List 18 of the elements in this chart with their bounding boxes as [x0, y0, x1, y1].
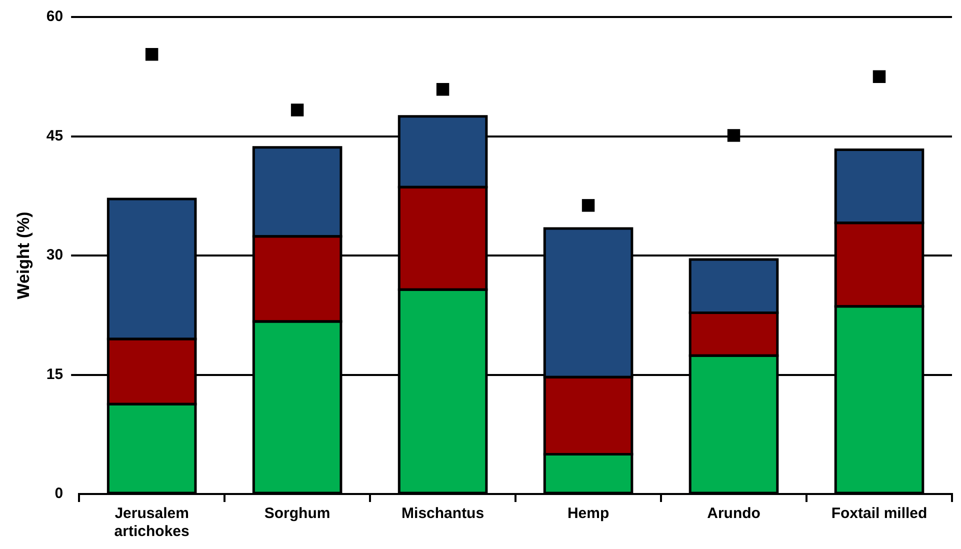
- x-tick-label: Arundo: [707, 505, 760, 522]
- y-tick-label: 30: [46, 246, 64, 264]
- x-tick-label: Hemp: [567, 505, 610, 522]
- point: [145, 48, 158, 61]
- x-tick-label: Sorghum: [264, 505, 330, 522]
- y-tick-label: 0: [54, 485, 64, 502]
- y-tick-label: 15: [46, 366, 64, 383]
- point: [727, 129, 740, 142]
- y-axis-title: Weight (%): [14, 212, 33, 300]
- x-tick-label: Jerusalem artichokes: [114, 505, 190, 540]
- y-tick-label: 60: [46, 8, 64, 26]
- point: [436, 82, 450, 96]
- point: [582, 199, 595, 212]
- point: [872, 70, 886, 83]
- y-tick-label: 45: [46, 127, 64, 144]
- x-tick-label: Mischantus: [402, 505, 484, 522]
- point: [290, 104, 304, 116]
- x-tick-label: Foxtail milled: [831, 505, 928, 522]
